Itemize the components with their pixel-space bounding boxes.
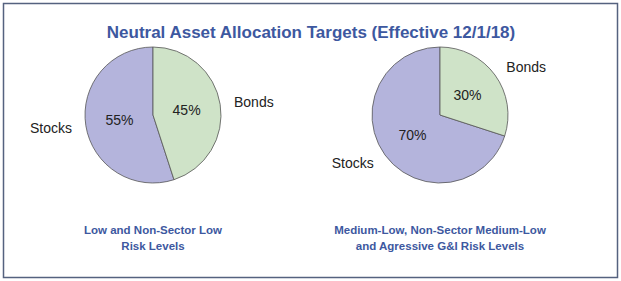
data-label: 45%	[173, 102, 201, 118]
caption-line: and Agressive G&I Risk Levels	[356, 240, 524, 252]
pie-caption: Medium-Low, Non-Sector Medium-Low and Agr…	[334, 224, 546, 252]
caption-line: Medium-Low, Non-Sector Medium-Low	[334, 224, 546, 236]
category-label: Stocks	[332, 155, 374, 171]
pie-slice	[440, 47, 508, 136]
category-label: Bonds	[506, 59, 546, 75]
caption-line: Risk Levels	[121, 240, 184, 252]
chart-canvas: Neutral Asset Allocation Targets (Effect…	[0, 0, 621, 281]
chart-title: Neutral Asset Allocation Targets (Effect…	[107, 23, 515, 42]
pie-caption: Low and Non-Sector Low Risk Levels	[84, 224, 222, 252]
pie-group: 55% 45% Stocks Bonds	[30, 47, 274, 183]
data-label: 70%	[398, 127, 426, 143]
category-label: Bonds	[234, 94, 274, 110]
data-label: 30%	[453, 87, 481, 103]
pie-slice	[153, 47, 221, 180]
category-label: Stocks	[30, 120, 72, 136]
data-label: 55%	[105, 112, 133, 128]
pie-group: 70% 30% Stocks Bonds	[332, 47, 546, 183]
caption-line: Low and Non-Sector Low	[84, 224, 222, 236]
frame	[4, 4, 618, 278]
